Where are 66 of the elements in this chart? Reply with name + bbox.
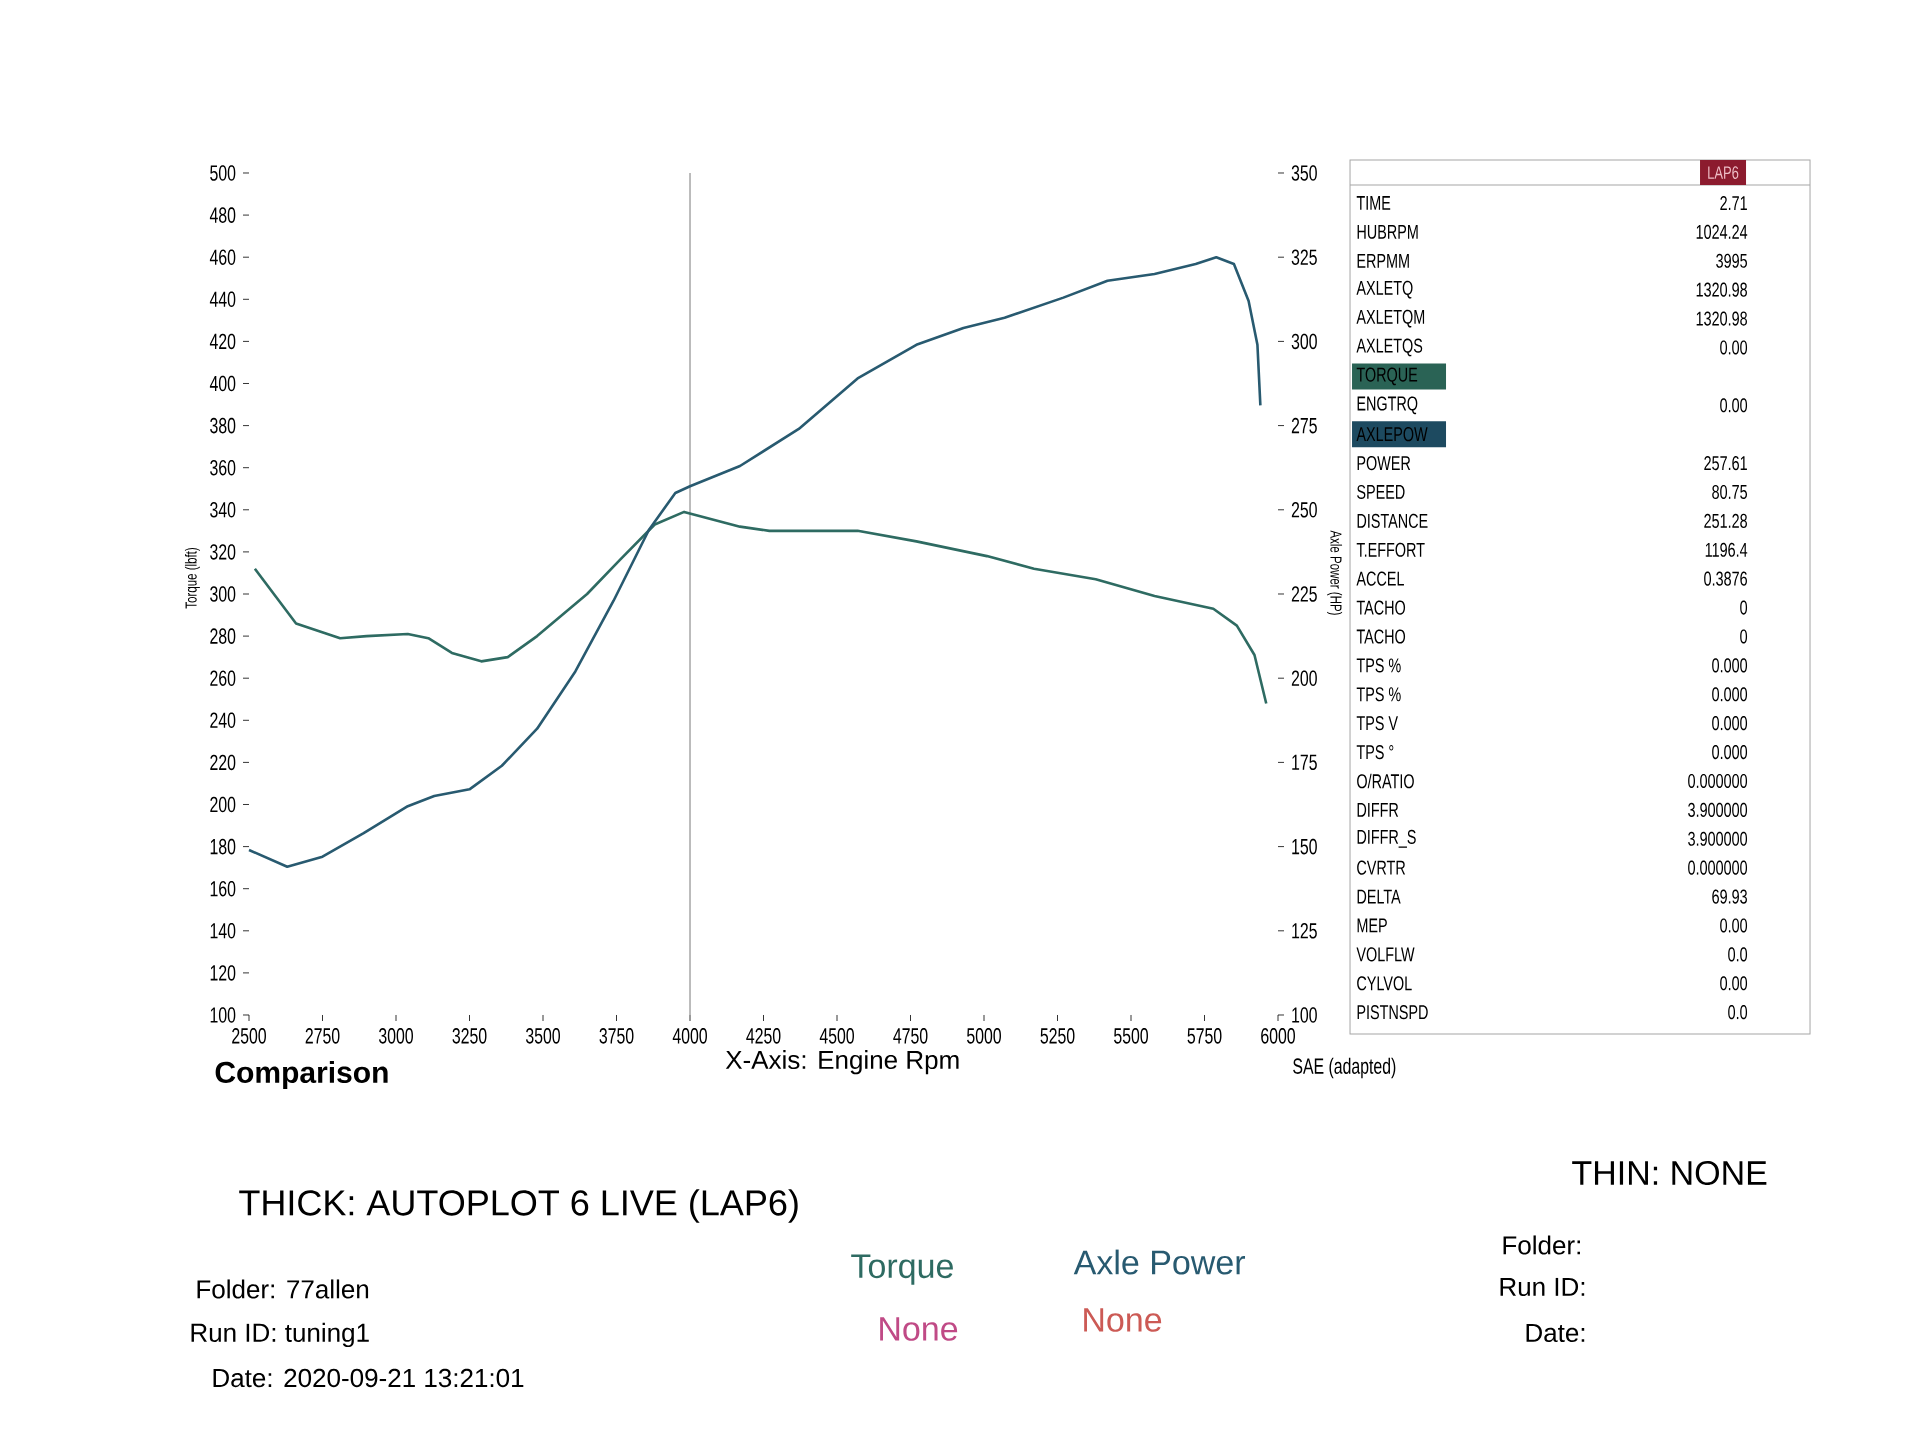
y-tick-label: 340: [210, 502, 236, 518]
y-tick-label: 120: [210, 965, 236, 981]
x-tick-label: 5500: [1114, 1028, 1148, 1044]
y-tick-label: 440: [209, 291, 236, 308]
y-tick-label: 360: [210, 459, 236, 476]
text: Date:: [1526, 1323, 1585, 1343]
y2-tick-label: 225: [1291, 586, 1317, 602]
x-tick-label: 4250: [746, 1028, 781, 1044]
y2-tick-label: 350: [1291, 165, 1317, 181]
y-tick-label: 240: [210, 712, 236, 729]
x-tick-label: 4750: [893, 1028, 928, 1044]
x-tick-label: 3250: [452, 1028, 487, 1044]
text: Date: 2020-09-21 13:21:01: [213, 1368, 524, 1388]
y2-tick-label: 250: [1291, 502, 1317, 518]
y-tick-label: 480: [209, 207, 236, 223]
text: Comparison: [215, 1061, 388, 1089]
y2-tick-label: 150: [1292, 838, 1317, 855]
text: Folder:: [1503, 1235, 1580, 1255]
x-tick-label: 4000: [672, 1028, 707, 1044]
text: None: [880, 1317, 958, 1341]
y2-tick-label: 275: [1291, 417, 1317, 434]
y-tick-label: 220: [210, 754, 236, 771]
y-tick-label: 200: [210, 796, 236, 813]
text: Run ID:: [1500, 1277, 1585, 1297]
y-tick-label: 180: [210, 838, 236, 855]
x-tick-label: 4500: [819, 1028, 854, 1044]
x-axis-title: X-Axis: Engine Rpm: [725, 1050, 959, 1075]
y-tick-label: 500: [210, 165, 236, 181]
text: Run ID: tuning1: [191, 1322, 369, 1348]
x-tick-label: 5000: [967, 1028, 1001, 1044]
y2-tick-label: 125: [1292, 923, 1317, 939]
y-axis-title: Torque (lbft): [184, 548, 200, 609]
x-tick-label: 3750: [599, 1028, 634, 1044]
x-tick-label: 3000: [378, 1028, 413, 1044]
text: Axle Power: [1073, 1249, 1246, 1275]
y-tick-label: 420: [209, 333, 236, 350]
y-tick-label: 380: [210, 417, 236, 434]
y-tick-label: 140: [210, 923, 236, 939]
y-tick-label: 460: [209, 249, 236, 265]
y2-tick-label: 300: [1291, 333, 1317, 350]
x-tick-label: 5250: [1040, 1028, 1075, 1044]
y-tick-label: 400: [209, 375, 236, 392]
x-tick-label: 2750: [305, 1028, 340, 1044]
y-tick-label: 320: [210, 544, 236, 560]
text: None: [1084, 1308, 1162, 1332]
text: THICK: AUTOPLOT 6 LIVE (LAP6): [239, 1189, 798, 1223]
y2-tick-label: 100: [1292, 1007, 1317, 1023]
x-tick-label: 3500: [525, 1028, 560, 1044]
line-series: [247, 255, 1262, 869]
y-tick-label: 280: [210, 628, 236, 644]
y-tick-label: 300: [210, 586, 236, 602]
text: Torque: [851, 1254, 953, 1285]
y-tick-label: 100: [210, 1007, 236, 1023]
line-series: [253, 510, 1268, 705]
y-tick-label: 160: [210, 880, 236, 897]
x-tick-label: 6000: [1261, 1028, 1295, 1044]
y2-axis-title: Axle Power (HP): [1327, 530, 1343, 615]
x-tick-label: 5750: [1187, 1028, 1222, 1044]
text: Folder: 77allen: [197, 1279, 369, 1299]
text: SAE (adapted): [1293, 1057, 1396, 1079]
x-tick-label: 2500: [232, 1028, 266, 1044]
y2-tick-label: 175: [1292, 754, 1317, 771]
y2-tick-label: 200: [1291, 670, 1317, 686]
text: THIN: NONE: [1572, 1160, 1767, 1186]
y2-tick-label: 325: [1291, 249, 1317, 265]
y-tick-label: 260: [210, 670, 236, 686]
